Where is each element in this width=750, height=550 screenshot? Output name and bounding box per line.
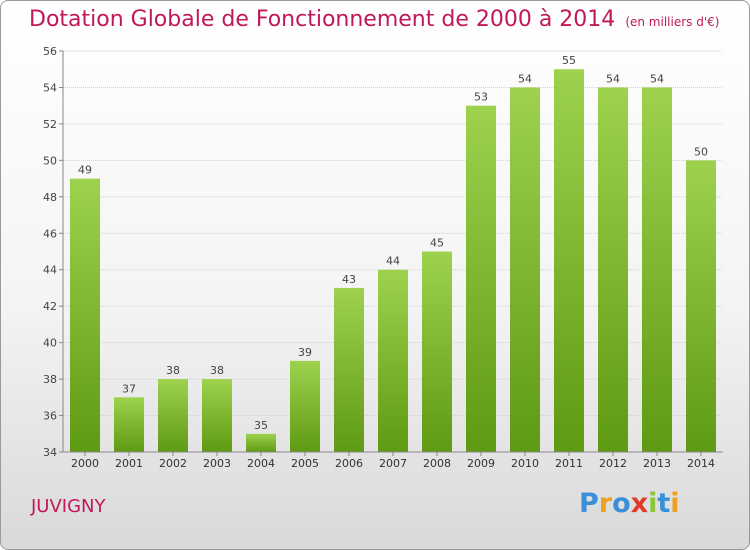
bar-2007 bbox=[378, 269, 408, 452]
bar-2013 bbox=[642, 87, 672, 453]
bar-2014 bbox=[686, 160, 716, 452]
y-tick-label: 34 bbox=[43, 446, 57, 459]
y-tick-label: 52 bbox=[43, 118, 57, 131]
bar-2005 bbox=[290, 360, 320, 452]
x-tick-label: 2000 bbox=[71, 457, 99, 470]
y-tick-label: 38 bbox=[43, 373, 57, 386]
data-label: 50 bbox=[694, 145, 708, 158]
bar-2001 bbox=[114, 397, 144, 452]
x-tick-label: 2007 bbox=[379, 457, 407, 470]
data-label: 38 bbox=[166, 364, 180, 377]
bar-2011 bbox=[554, 69, 584, 453]
chart-title: Dotation Globale de Fonctionnement de 20… bbox=[29, 7, 719, 32]
x-tick-label: 2004 bbox=[247, 457, 275, 470]
bar-2010 bbox=[510, 87, 540, 453]
data-label: 43 bbox=[342, 273, 356, 286]
bar-2003 bbox=[202, 379, 232, 452]
x-tick-label: 2006 bbox=[335, 457, 363, 470]
bar-2004 bbox=[246, 433, 276, 452]
bars: 49 37 38 38 35 39 43 44 45 53 54 55 54 54 50 bbox=[70, 54, 716, 453]
data-label: 37 bbox=[122, 382, 136, 395]
title-main: Dotation Globale de Fonctionnement de 20… bbox=[29, 7, 616, 32]
y-tick-label: 36 bbox=[43, 410, 57, 423]
data-label: 35 bbox=[254, 419, 268, 432]
data-label: 54 bbox=[518, 72, 532, 85]
x-tick-label: 2008 bbox=[423, 457, 451, 470]
data-label: 55 bbox=[562, 54, 576, 67]
bar-2008 bbox=[422, 251, 452, 452]
bar-2000 bbox=[70, 178, 100, 452]
x-axis: 2000 2001 2002 2003 2004 2005 2006 2007 2008 2009… bbox=[63, 451, 723, 470]
x-tick-label: 2002 bbox=[159, 457, 187, 470]
title-unit: (en milliers d'€) bbox=[625, 15, 720, 29]
x-tick-label: 2009 bbox=[467, 457, 495, 470]
y-tick-label: 54 bbox=[43, 81, 57, 94]
data-label: 53 bbox=[474, 91, 488, 104]
bar-2009 bbox=[466, 105, 496, 452]
bar-2006 bbox=[334, 287, 364, 452]
logo-letter: P bbox=[579, 488, 599, 519]
bar-2002 bbox=[158, 379, 188, 452]
x-tick-label: 2010 bbox=[511, 457, 539, 470]
data-label: 54 bbox=[606, 72, 620, 85]
logo-letter: o bbox=[612, 488, 631, 519]
data-label: 49 bbox=[78, 164, 92, 177]
logo-letter: t bbox=[657, 488, 671, 519]
data-label: 38 bbox=[210, 364, 224, 377]
x-tick-label: 2001 bbox=[115, 457, 143, 470]
commune-name: JUVIGNY bbox=[31, 496, 106, 517]
x-tick-label: 2014 bbox=[687, 457, 715, 470]
x-tick-label: 2003 bbox=[203, 457, 231, 470]
logo-letter: i bbox=[670, 488, 680, 519]
logo-letter: i bbox=[648, 488, 658, 519]
logo-letter: x bbox=[630, 488, 649, 519]
y-tick-label: 46 bbox=[43, 227, 57, 240]
x-tick-label: 2013 bbox=[643, 457, 671, 470]
x-tick-label: 2012 bbox=[599, 457, 627, 470]
y-tick-label: 40 bbox=[43, 337, 57, 350]
y-tick-label: 50 bbox=[43, 154, 57, 167]
y-tick-label: 56 bbox=[43, 45, 57, 58]
proxiti-logo[interactable]: Proxiti bbox=[579, 488, 680, 519]
y-tick-label: 42 bbox=[43, 300, 57, 313]
data-label: 44 bbox=[386, 255, 400, 268]
y-axis: 34 36 38 40 42 44 46 48 50 52 54 56 bbox=[43, 45, 64, 459]
y-tick-label: 48 bbox=[43, 191, 57, 204]
x-tick-label: 2005 bbox=[291, 457, 319, 470]
x-tick-label: 2011 bbox=[555, 457, 583, 470]
data-label: 54 bbox=[650, 72, 664, 85]
y-tick-label: 44 bbox=[43, 264, 57, 277]
bar-2012 bbox=[598, 87, 628, 453]
data-label: 39 bbox=[298, 346, 312, 359]
logo-letter: r bbox=[598, 488, 613, 519]
data-label: 45 bbox=[430, 237, 444, 250]
